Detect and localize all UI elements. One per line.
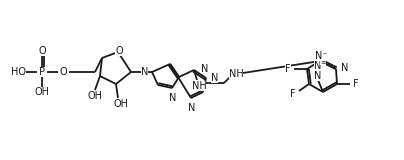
- Text: F: F: [353, 79, 359, 89]
- Text: OH: OH: [88, 91, 103, 101]
- Text: N: N: [341, 63, 348, 73]
- Text: O: O: [115, 46, 123, 56]
- Text: N⁻: N⁻: [315, 51, 327, 61]
- Text: N: N: [188, 103, 196, 113]
- Text: F: F: [285, 64, 291, 74]
- Text: P: P: [39, 67, 45, 77]
- Text: NH: NH: [229, 69, 243, 79]
- Text: F: F: [290, 89, 296, 99]
- Text: N: N: [314, 71, 322, 81]
- Text: N: N: [314, 61, 322, 71]
- Text: O: O: [38, 46, 46, 56]
- Text: NH: NH: [191, 81, 206, 91]
- Text: OH: OH: [34, 87, 50, 97]
- Text: O: O: [59, 67, 67, 77]
- Text: N: N: [211, 73, 219, 83]
- Text: N: N: [169, 93, 177, 103]
- Text: ±: ±: [320, 59, 326, 65]
- Text: OH: OH: [114, 99, 128, 109]
- Text: N: N: [141, 67, 148, 77]
- Text: HO: HO: [11, 67, 25, 77]
- Text: N: N: [201, 64, 208, 74]
